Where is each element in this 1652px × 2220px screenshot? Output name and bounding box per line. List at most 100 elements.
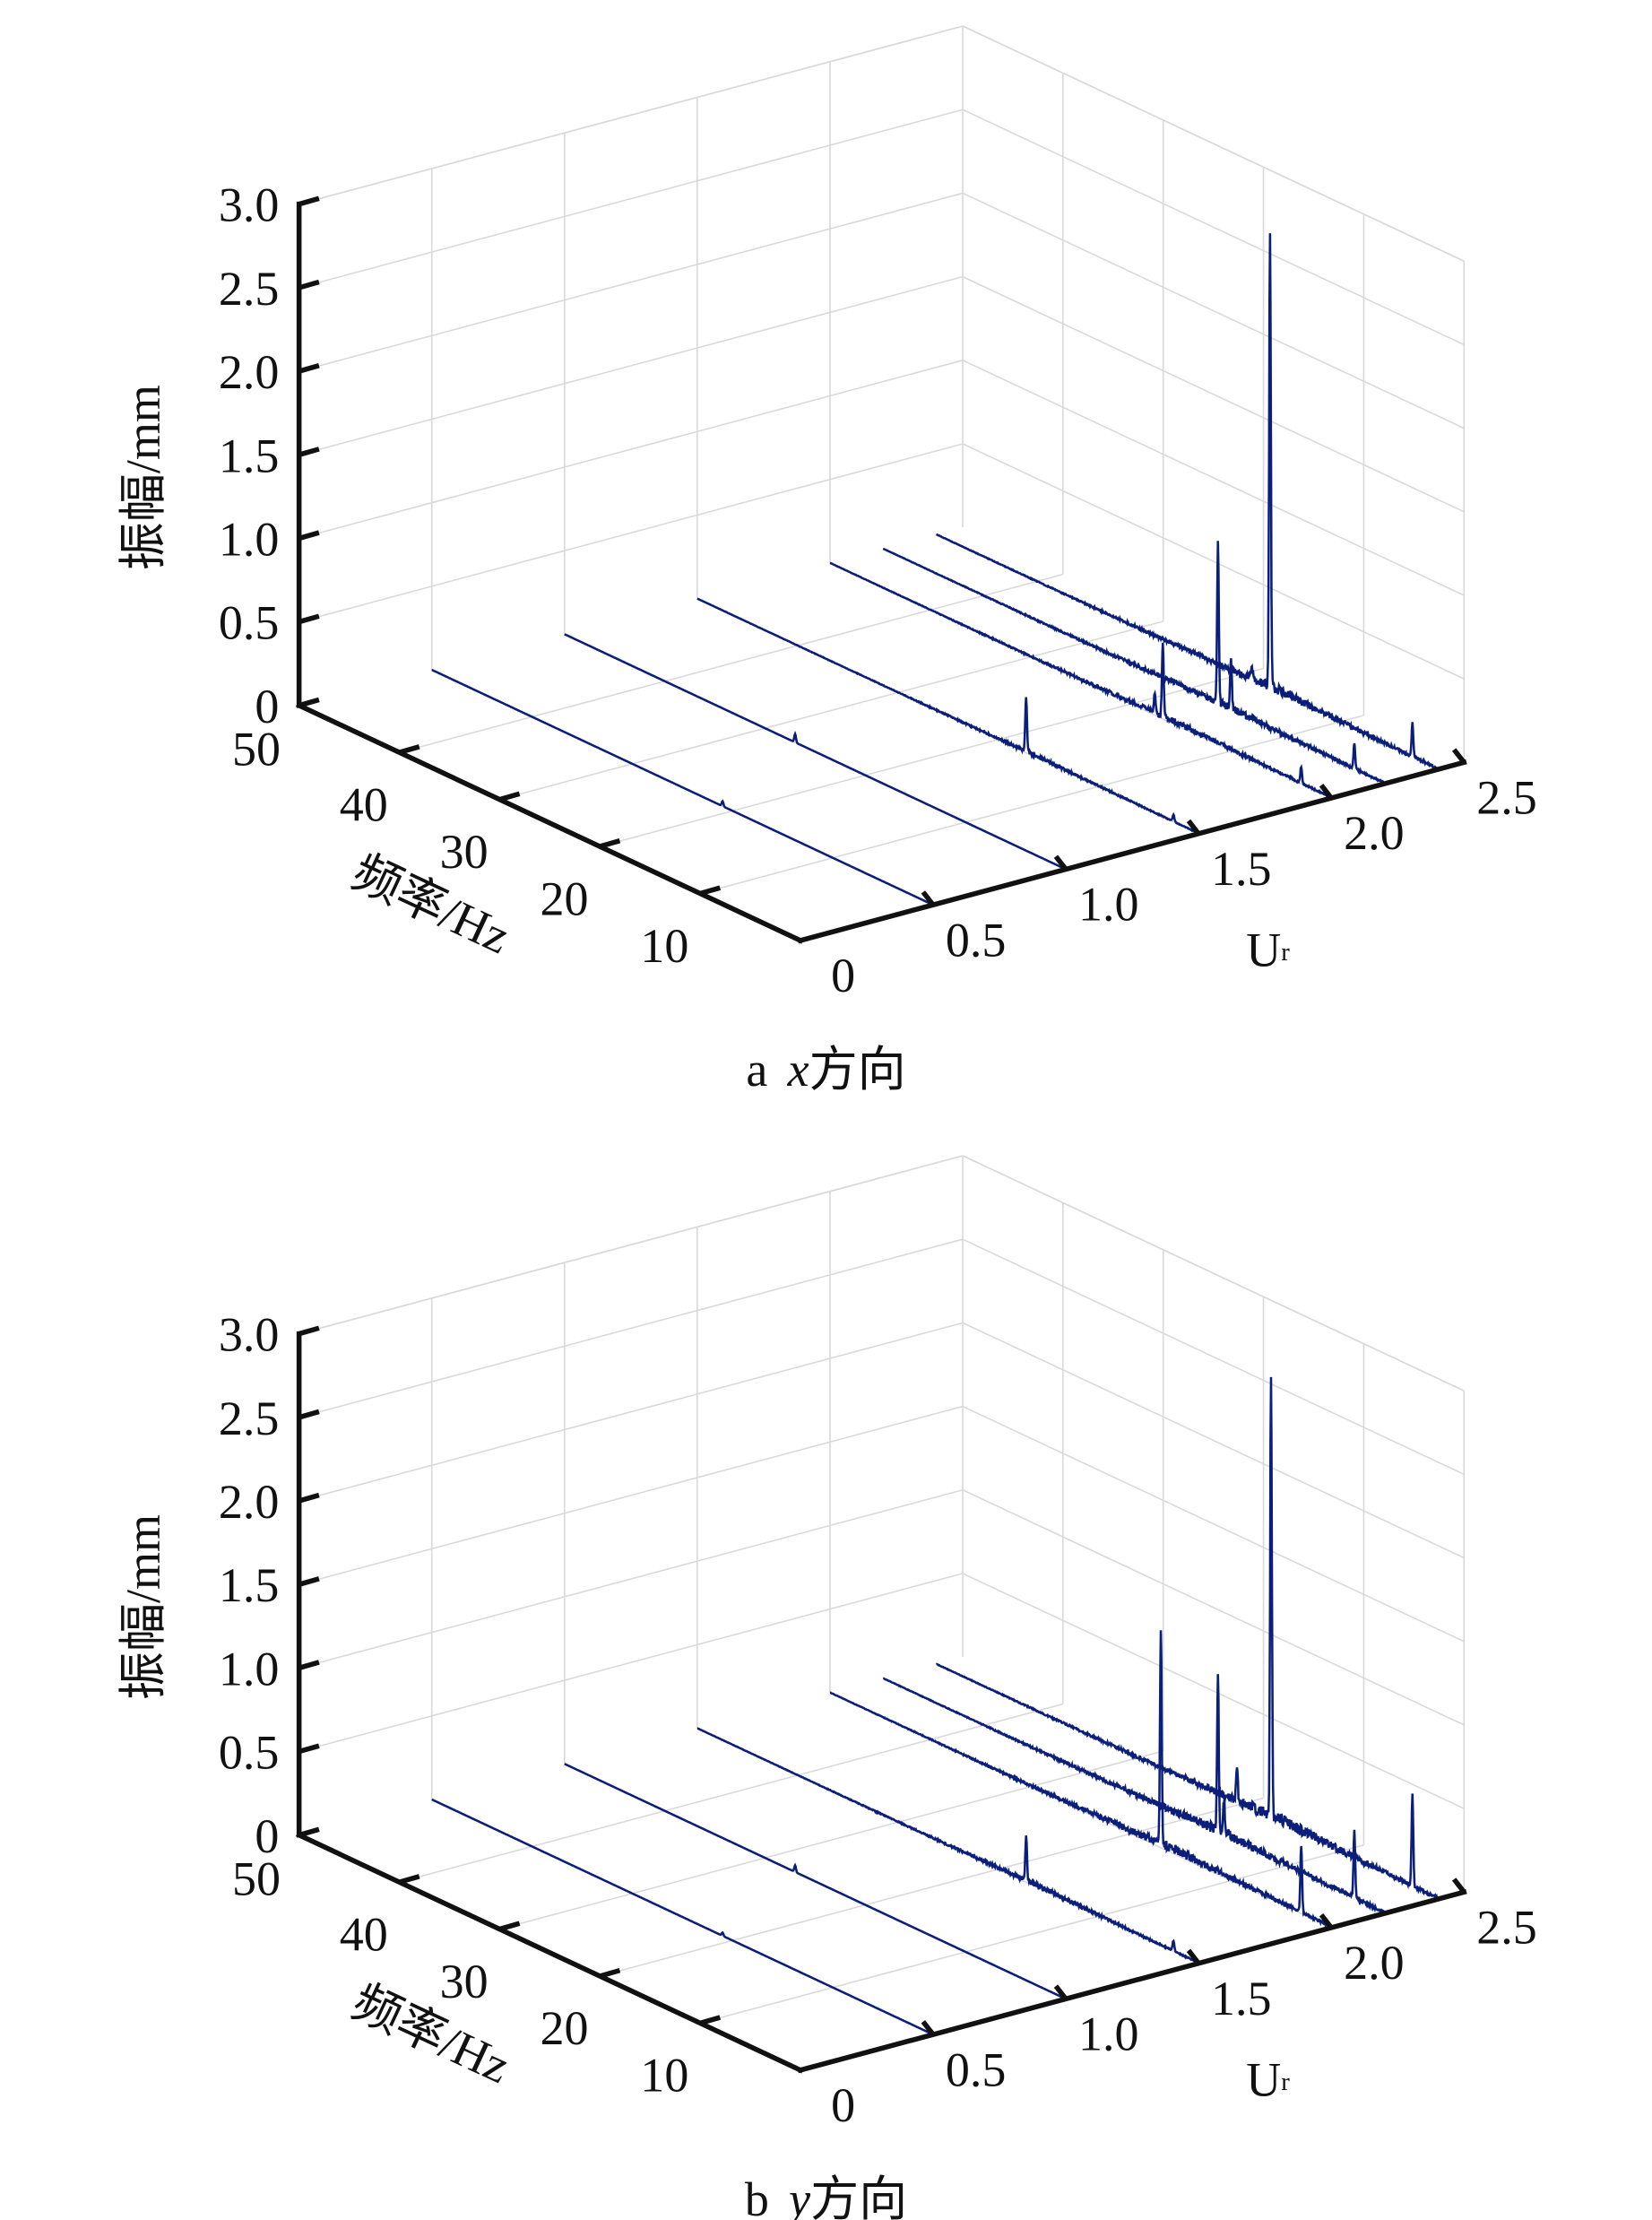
series-line-ur-1.5 (696, 1727, 1199, 1964)
z-tick-label: 3.0 (219, 1308, 279, 1362)
gridline-side-z (962, 1322, 1465, 1559)
gridline-back-z (298, 192, 964, 372)
z-tick-label: 1.5 (219, 1558, 279, 1612)
z-tick (298, 1325, 320, 1337)
gridline-top-side (962, 1155, 1465, 1392)
gridline-back-z (298, 443, 964, 623)
ur-tick-label: 1.0 (1078, 878, 1139, 932)
z-tick (298, 195, 320, 207)
f-tick-label: 40 (340, 777, 388, 831)
z-axis-title: 振幅/mm (117, 385, 170, 570)
series-line-ur-1 (564, 633, 1067, 871)
ur-tick-label: 0 (831, 2078, 855, 2132)
gridline-floor-f (699, 1844, 1364, 2025)
ur-axis-title: Ur (1246, 2052, 1290, 2106)
gridline-side-z (962, 1405, 1465, 1643)
ur-tick (1053, 854, 1068, 872)
ur-tick (1319, 1912, 1334, 1929)
gridline-side-z (962, 443, 1465, 680)
ur-tick (1451, 1877, 1466, 1894)
gridline-side-z (962, 192, 1465, 429)
series-line-ur-2.2 (883, 1674, 1386, 1913)
frequency-axis (295, 702, 804, 944)
series-line-ur-1 (564, 1763, 1067, 2000)
gridline-side-z (962, 1573, 1465, 1809)
gridline-side-z (962, 1238, 1465, 1476)
f-tick (398, 1874, 420, 1885)
f-tick-label: 50 (232, 1851, 281, 1905)
ur-tick-label: 0.5 (946, 913, 1007, 967)
f-tick-label: 10 (640, 2049, 688, 2103)
frequency-axis (295, 1831, 804, 2074)
series-line-ur-0.5 (431, 1798, 934, 2036)
f-tick (498, 791, 521, 802)
f-tick-label: 30 (440, 825, 489, 879)
series-line-ur-2 (829, 1630, 1332, 1929)
panel-caption: b y方向 (745, 2172, 907, 2220)
z-tick-label: 2.0 (219, 345, 279, 399)
ur-tick-label: 2.5 (1476, 1900, 1537, 1954)
gridline-floor-f (599, 1797, 1264, 1977)
f-tick-label: 50 (232, 723, 281, 776)
z-tick-label: 1.0 (219, 512, 279, 566)
ur-tick (1053, 1984, 1068, 2001)
series-line-ur-1.5 (696, 597, 1199, 836)
z-tick-label: 3.0 (219, 178, 279, 232)
z-tick (298, 613, 320, 625)
gridline-back-z (298, 1322, 964, 1502)
ur-axis (797, 1888, 1467, 2074)
series-line-ur-2.2 (882, 541, 1386, 785)
ur-axis-title-sub: r (1281, 2068, 1290, 2096)
series-line-ur-0.5 (431, 668, 934, 906)
f-tick (398, 744, 420, 755)
chart-panel-b: 0 0.5 1.0 1.5 2.0 2.5 3.0 50 10 20 30 40 0 0.5 1.0 1.5 2… (117, 1155, 1537, 2220)
gridline-back-z (298, 108, 964, 289)
f-tick (699, 2015, 722, 2026)
panel-caption: a x方向 (746, 1043, 905, 1097)
z-tick-label: 0 (255, 680, 279, 733)
z-tick-label: 0.5 (219, 1726, 279, 1780)
ur-axis (797, 759, 1467, 944)
f-tick (498, 1921, 521, 1932)
ur-tick (1186, 1948, 1201, 1965)
z-tick-label: 2.5 (219, 262, 279, 316)
z-tick (298, 1743, 320, 1755)
gridline-back-z (298, 1238, 964, 1418)
f-tick-label: 20 (540, 872, 588, 925)
ur-axis-title-main: U (1246, 2052, 1281, 2106)
caption-variable: x (787, 1043, 809, 1097)
ur-tick (921, 2020, 936, 2036)
series-line-ur-2 (829, 561, 1333, 799)
z-tick-label: 0 (255, 1809, 279, 1863)
f-tick-label: 40 (340, 1907, 388, 1961)
gridline-floor-f (599, 667, 1264, 847)
ur-tick (1319, 784, 1334, 800)
caption-text: 方向 (809, 1043, 906, 1097)
ur-tick-label: 1.5 (1211, 1972, 1272, 2025)
ur-tick-label: 2.0 (1344, 806, 1405, 860)
z-tick (298, 530, 320, 542)
chart-panel-a: 0 0.5 1.0 1.5 2.0 2.5 3.0 50 10 20 30 40 0 0.5 1.0 1.5 2… (117, 25, 1537, 1097)
gridline-floor-f (399, 1703, 1064, 1883)
gridline-side-z (962, 108, 1465, 346)
gridline-back-z (298, 1573, 964, 1753)
z-tick-label: 0.5 (219, 596, 279, 650)
ur-axis-title: Ur (1246, 924, 1290, 977)
gridline-top-back (298, 1155, 964, 1335)
z-tick (298, 1660, 320, 1671)
gridline-floor-f (499, 1750, 1163, 1930)
gridline-top-side (962, 25, 1465, 262)
gridline-floor-f (399, 573, 1064, 753)
gridline-back-z (298, 1488, 964, 1669)
gridline-back-z (298, 360, 964, 540)
caption-text: 方向 (810, 2172, 907, 2220)
gridline-floor-f (499, 620, 1163, 801)
z-axis-title: 振幅/mm (117, 1514, 170, 1700)
gridline-floor-f (699, 715, 1364, 895)
ur-tick-label: 0.5 (946, 2042, 1007, 2096)
ur-axis-title-sub: r (1281, 939, 1290, 967)
gridline-side-z (962, 1489, 1465, 1726)
z-tick (298, 697, 320, 708)
